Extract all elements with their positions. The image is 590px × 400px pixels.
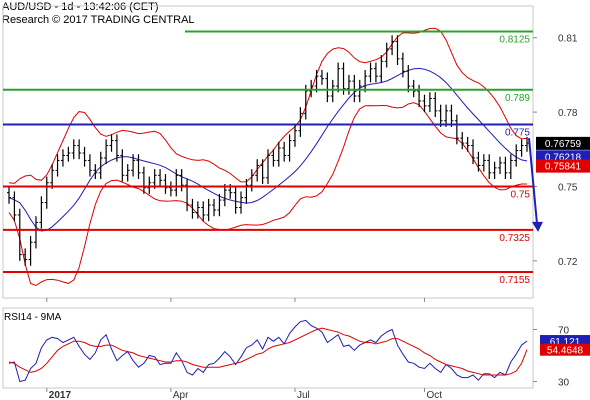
level-label: 0.7325 xyxy=(499,233,530,244)
x-tick-label: Oct xyxy=(426,390,442,400)
y-tick-label: 0.72 xyxy=(558,257,578,268)
price-panel-frame xyxy=(2,5,534,299)
rsi-panel-frame xyxy=(2,307,534,389)
level-label: 0.7155 xyxy=(499,275,530,286)
x-tick-label: Apr xyxy=(173,390,189,400)
price-tag-label: 0.76759 xyxy=(545,139,582,150)
price-tag xyxy=(536,136,590,150)
chart-credit: Research © 2017 TRADING CENTRAL xyxy=(2,14,195,26)
level-label: 0.789 xyxy=(505,93,530,104)
rsi-y-tick-label: 70 xyxy=(558,326,570,337)
level-label: 0.75 xyxy=(511,189,531,200)
x-tick-label: Jul xyxy=(297,390,310,400)
rsi-title: RSI14 - 9MA xyxy=(4,312,62,323)
chart-title: AUD/USD - 1d - 13:42:06 (CET) xyxy=(2,1,159,13)
forecast-arrow-shaft xyxy=(528,138,538,224)
y-tick-label: 0.78 xyxy=(558,108,578,119)
rsi-tag xyxy=(540,343,590,356)
rsi-line xyxy=(8,319,528,383)
rsi-tag-label: 54.4648 xyxy=(547,346,584,357)
bollinger-lower xyxy=(8,102,527,287)
forecast-arrow-head xyxy=(532,221,543,232)
rsi-tag-label: 61.121 xyxy=(550,337,581,348)
y-tick-label: 0.81 xyxy=(558,34,578,45)
level-label: 0.775 xyxy=(505,127,530,138)
price-tag-label: 0.75841 xyxy=(545,162,582,173)
rsi-y-tick-label: 30 xyxy=(558,378,570,389)
level-label: 0.8125 xyxy=(499,35,530,46)
y-tick-label: 0.75 xyxy=(558,182,578,193)
price-tag xyxy=(536,159,590,173)
price-tag-label: 0.76218 xyxy=(545,152,582,163)
rsi-ma-line xyxy=(8,327,528,376)
x-tick-label: 2017 xyxy=(49,390,72,400)
